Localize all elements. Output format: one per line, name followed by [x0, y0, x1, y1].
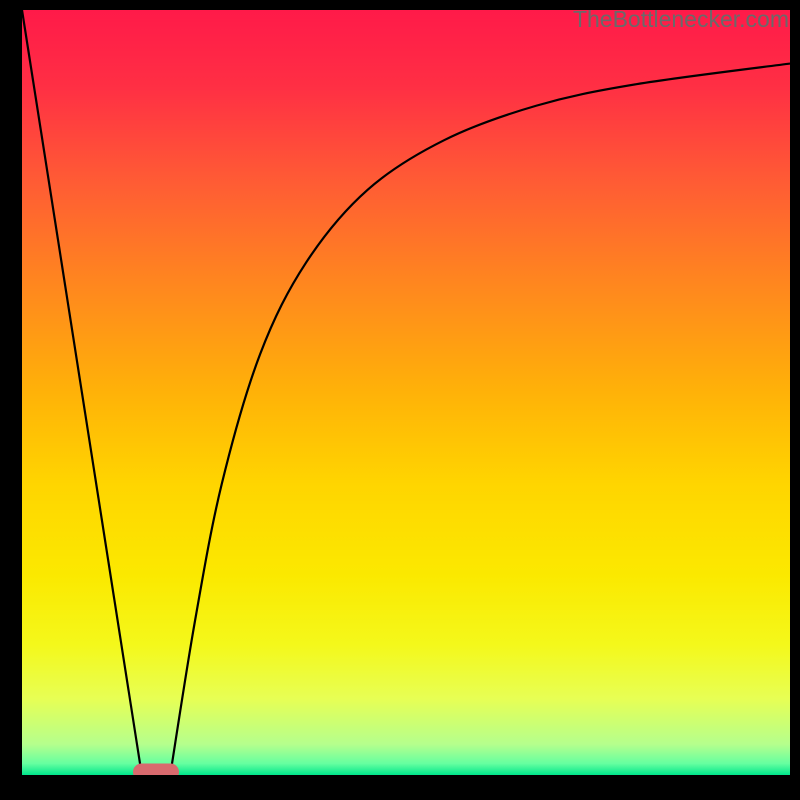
optimal-point-marker	[133, 763, 179, 775]
watermark-text: TheBottlenecker.com	[573, 6, 789, 33]
bottleneck-chart	[22, 10, 790, 775]
chart-svg	[22, 10, 790, 775]
gradient-background	[22, 10, 790, 775]
